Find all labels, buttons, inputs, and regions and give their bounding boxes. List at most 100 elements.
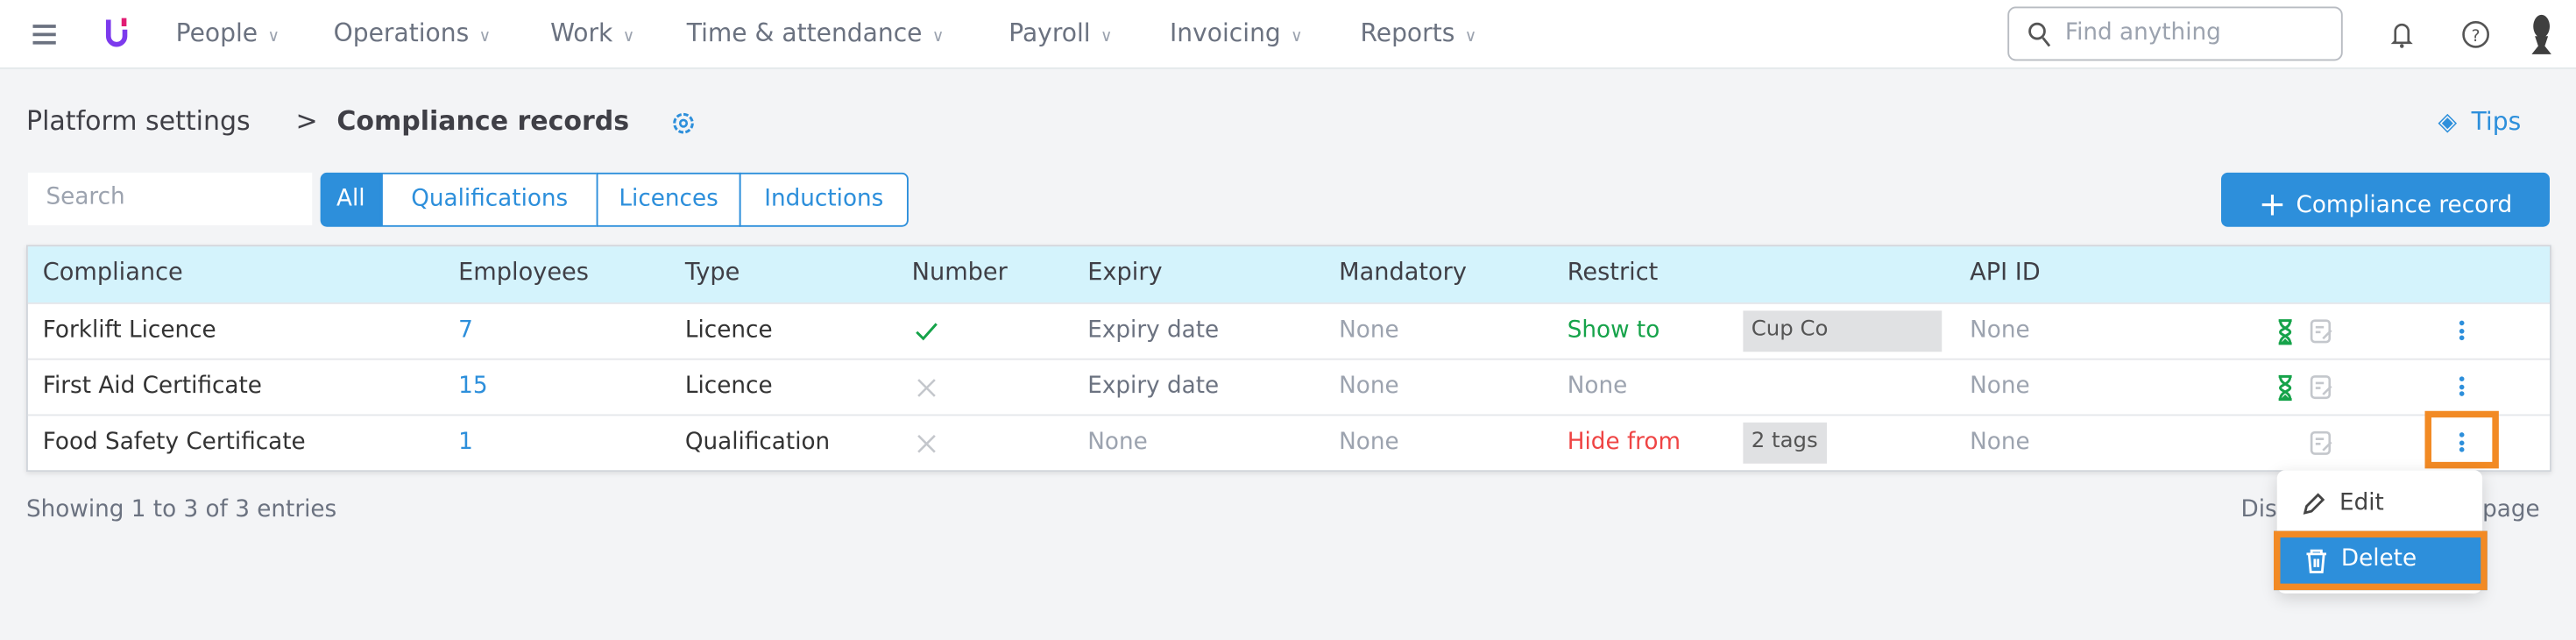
nav-item-invoicing[interactable]: Invoicing ∨: [1170, 18, 1303, 48]
column-header-compliance[interactable]: Compliance: [42, 260, 183, 287]
api-id: None: [1970, 316, 2030, 344]
page-size-label-start: Dis: [2240, 496, 2277, 523]
menu-item-edit[interactable]: Edit: [2277, 487, 2482, 530]
mandatory: None: [1339, 316, 1399, 344]
breadcrumb-parent[interactable]: Platform settings: [26, 105, 251, 137]
filter-all[interactable]: All: [320, 172, 381, 227]
employees-link[interactable]: 1: [458, 429, 473, 456]
nav-item-label: Invoicing: [1170, 18, 1281, 48]
row-actions-menu: Edit Delete: [2274, 470, 2488, 594]
nav-item-time-attendance[interactable]: Time & attendance ∨: [687, 18, 945, 48]
nav-item-label: Payroll: [1008, 18, 1091, 48]
column-header-expiry[interactable]: Expiry: [1087, 260, 1163, 287]
type: Licence: [684, 373, 773, 400]
trash-icon: [2306, 549, 2326, 573]
edit-label: Edit: [2339, 489, 2384, 516]
notes-icon[interactable]: [2310, 430, 2334, 457]
check-icon: [916, 323, 938, 341]
table-header: Compliance Employees Type Number Expiry Manda…: [27, 246, 2550, 302]
nav-item-work[interactable]: Work ∨: [550, 18, 634, 48]
avatar[interactable]: [2527, 13, 2557, 60]
expiry: Expiry date: [1087, 373, 1220, 400]
search-icon: [2028, 22, 2051, 47]
api-id: None: [1970, 429, 2030, 456]
breadcrumb-separator-icon: >: [295, 105, 318, 137]
gear-icon[interactable]: [670, 110, 697, 137]
menu-item-delete[interactable]: Delete: [2274, 530, 2488, 591]
chevron-down-icon: ∨: [478, 27, 492, 46]
table-row: Forklift Licence 7 Licence Expiry date No…: [27, 302, 2550, 359]
column-header-api-id[interactable]: API ID: [1970, 260, 2041, 287]
bell-icon[interactable]: [2388, 20, 2415, 50]
more-actions-icon[interactable]: [2456, 375, 2466, 402]
api-id: None: [1970, 373, 2030, 400]
notes-icon[interactable]: [2310, 375, 2334, 402]
column-header-number[interactable]: Number: [911, 260, 1008, 287]
global-search-placeholder: Find anything: [2064, 19, 2221, 46]
table-row: Food Safety Certificate 1 Qualification N…: [27, 414, 2550, 471]
row-actions-highlight: [2424, 410, 2499, 469]
add-button-label: Compliance record: [2296, 192, 2513, 219]
expiry: Expiry date: [1087, 316, 1220, 344]
restrict: None: [1567, 373, 1628, 400]
top-nav: People ∨ Operations ∨ Work ∨ Time & attendance…: [0, 0, 2576, 69]
column-header-type[interactable]: Type: [684, 260, 740, 287]
chevron-down-icon: ∨: [622, 27, 635, 46]
page-title: Compliance records: [336, 105, 630, 137]
filter-licences[interactable]: Licences: [596, 172, 741, 227]
chevron-down-icon: ∨: [267, 27, 280, 46]
restrict-tag: Cup Co: [1743, 310, 1943, 352]
pencil-icon: [2303, 493, 2325, 515]
page-size-label-end: page: [2482, 496, 2540, 523]
mandatory: None: [1339, 373, 1399, 400]
delete-label: Delete: [2340, 545, 2417, 572]
nav-item-reports[interactable]: Reports ∨: [1361, 18, 1477, 48]
nav-item-label: People: [175, 18, 258, 48]
hamburger-menu-icon[interactable]: [32, 25, 56, 45]
notes-icon[interactable]: [2310, 319, 2334, 345]
cross-icon: [917, 379, 936, 397]
type: Qualification: [684, 429, 831, 456]
chevron-down-icon: ∨: [1464, 27, 1477, 46]
table-row: First Aid Certificate 15 Licence Expiry d…: [27, 358, 2550, 415]
nav-item-label: Time & attendance: [686, 18, 923, 48]
help-icon[interactable]: ?: [2461, 20, 2491, 50]
entries-summary: Showing 1 to 3 of 3 entries: [26, 496, 337, 523]
nav-item-payroll[interactable]: Payroll ∨: [1008, 18, 1112, 48]
hourglass-icon[interactable]: [2277, 374, 2294, 402]
column-header-employees[interactable]: Employees: [458, 260, 589, 287]
nav-item-people[interactable]: People ∨: [176, 18, 280, 48]
more-actions-icon[interactable]: [2456, 430, 2466, 457]
graduation-cap-icon: ◈: [2438, 106, 2458, 137]
filter-inductions[interactable]: Inductions: [739, 172, 909, 227]
compliance-name: First Aid Certificate: [42, 373, 262, 400]
tips-button[interactable]: ◈ Tips: [2438, 107, 2522, 137]
plus-icon: +: [2258, 184, 2287, 224]
filter-qualifications[interactable]: Qualifications: [381, 172, 598, 227]
restrict: Show to: [1567, 316, 1660, 344]
svg-text:?: ?: [2472, 27, 2480, 46]
expiry: None: [1087, 429, 1148, 456]
compliance-name: Food Safety Certificate: [42, 429, 306, 456]
mandatory: None: [1339, 429, 1399, 456]
cross-icon: [917, 434, 936, 453]
nav-item-label: Work: [550, 18, 613, 48]
restrict: Hide from: [1567, 429, 1681, 456]
column-header-mandatory[interactable]: Mandatory: [1339, 260, 1467, 287]
more-actions-icon[interactable]: [2456, 319, 2466, 345]
logo[interactable]: [103, 17, 130, 53]
compliance-table: Compliance Employees Type Number Expiry Manda…: [26, 245, 2551, 473]
column-header-restrict[interactable]: Restrict: [1567, 260, 1659, 287]
nav-item-label: Reports: [1360, 18, 1455, 48]
hourglass-icon[interactable]: [2277, 319, 2294, 345]
employees-link[interactable]: 15: [458, 373, 488, 400]
nav-item-operations[interactable]: Operations ∨: [334, 18, 492, 48]
add-compliance-record-button[interactable]: + Compliance record: [2221, 172, 2550, 227]
type: Licence: [684, 316, 773, 344]
employees-link[interactable]: 7: [458, 316, 473, 344]
chevron-down-icon: ∨: [1291, 27, 1303, 46]
chevron-down-icon: ∨: [931, 27, 945, 46]
global-search-input[interactable]: Find anything: [2007, 6, 2343, 61]
search-input[interactable]: Search: [27, 172, 313, 225]
